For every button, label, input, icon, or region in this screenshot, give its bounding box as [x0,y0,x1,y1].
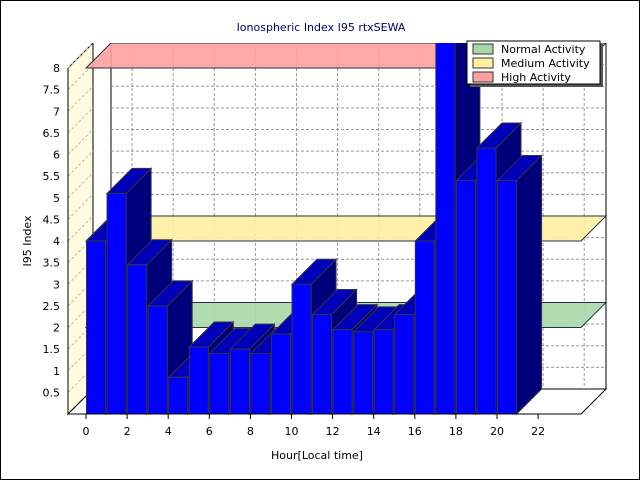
bar-hour-12 [332,329,353,415]
x-tick-label: 20 [490,425,504,438]
bar-hour-3 [147,305,168,415]
bar-hour-1 [106,192,127,415]
x-tick-label: 4 [165,425,172,438]
bar-hour-13 [353,331,374,415]
bar-hour-7 [229,348,250,415]
bar-hour-0 [86,240,107,415]
x-tick-label: 6 [206,425,213,438]
legend-label: Medium Activity [501,57,590,70]
x-axis-label: Hour[Local time] [271,449,363,462]
gridline-side [67,129,94,155]
y-tick-label: 5 [53,192,60,205]
bar-hour-16 [414,240,435,415]
gridline-side [67,194,94,220]
x-tick-label: 2 [124,425,131,438]
y-tick-label: 0.5 [43,386,61,399]
bar-hour-15 [394,314,415,415]
y-tick-label: 3 [53,278,60,291]
y-tick-label: 2.5 [43,300,61,313]
gridline-side [67,107,94,134]
x-tick-label: 12 [326,425,340,438]
y-tick-label: 6 [53,149,60,162]
legend-label: Normal Activity [501,43,586,56]
x-tick-label: 14 [367,425,381,438]
y-tick-label: 7.5 [43,84,61,97]
x-tick-label: 10 [285,425,299,438]
bar-hour-5 [188,346,209,415]
y-tick-label: 1 [53,365,60,378]
gridline-side [67,85,94,112]
y-tick-label: 7 [53,105,60,118]
bar-hour-9 [270,333,292,415]
bar-hour-8 [250,352,271,415]
x-tick-label: 18 [449,425,463,438]
x-tick-label: 22 [531,425,545,438]
gridline-side [67,345,94,372]
y-tick-label: 2 [53,322,60,335]
gridline-side [67,367,94,393]
bar-hour-18 [455,179,476,415]
gridline-side [67,150,94,177]
gridline-side [67,42,94,69]
top-mask [1,1,639,43]
gridline-side [67,172,94,199]
x-tick-label: 0 [83,425,90,438]
bar-hour-6 [209,352,230,415]
x-tick-label: 16 [408,425,422,438]
chart-title: Ionospheric Index I95 rtxSEWA [237,21,406,34]
bar-side [516,154,543,416]
y-tick-label: 4 [53,235,60,248]
gridline-side [67,280,94,307]
y-tick-label: 5.5 [43,170,61,183]
y-axis-label: I95 Index [21,215,34,267]
x-tick-label: 8 [247,425,254,438]
legend-swatch [472,43,494,55]
gridline-side [67,237,94,263]
bar-hour-4 [168,376,189,415]
gridline-side [67,215,94,242]
gridline-side [67,258,94,285]
legend-swatch [472,57,494,69]
bar-hour-17 [435,41,456,415]
gridline-side [67,64,94,90]
bar-hour-11 [312,314,333,415]
y-tick-label: 3.5 [43,257,61,270]
y-tick-label: 6.5 [43,127,61,140]
bar-hour-2 [127,264,148,415]
bar-hour-10 [291,283,312,415]
legend-label: High Activity [501,71,571,84]
y-tick-label: 8 [53,62,60,75]
gridline-side [67,302,94,328]
bar-hour-19 [476,147,497,415]
bar-hour-14 [373,329,394,415]
y-tick-label: 1.5 [43,343,61,356]
gridline-side [67,323,94,350]
bar-hour-20 [497,179,518,415]
y-tick-label: 4.5 [43,213,61,226]
legend-swatch [472,71,494,83]
